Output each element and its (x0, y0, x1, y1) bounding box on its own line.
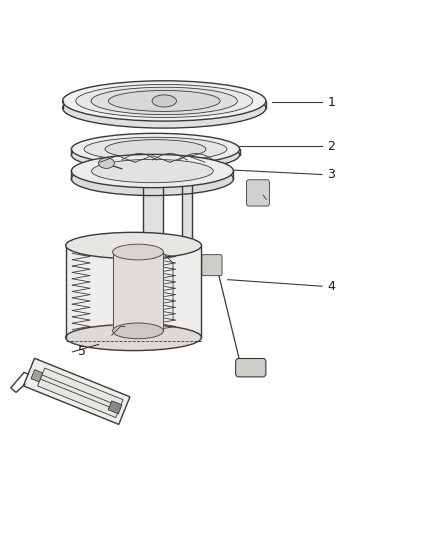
Ellipse shape (71, 139, 240, 171)
Ellipse shape (63, 81, 266, 121)
Ellipse shape (152, 95, 177, 107)
Polygon shape (31, 369, 43, 382)
Ellipse shape (108, 91, 220, 111)
FancyBboxPatch shape (202, 255, 222, 276)
Ellipse shape (71, 162, 233, 196)
Ellipse shape (99, 158, 114, 168)
Ellipse shape (92, 159, 213, 183)
Polygon shape (23, 358, 130, 424)
Text: 4: 4 (327, 280, 335, 293)
Ellipse shape (76, 84, 253, 117)
Ellipse shape (91, 87, 237, 115)
Text: 2: 2 (327, 140, 335, 152)
Ellipse shape (113, 323, 163, 339)
Text: 3: 3 (327, 168, 335, 181)
Ellipse shape (63, 88, 266, 128)
Ellipse shape (113, 244, 163, 260)
Ellipse shape (66, 232, 201, 259)
Ellipse shape (71, 155, 233, 188)
Text: 5: 5 (78, 345, 85, 358)
FancyBboxPatch shape (236, 359, 266, 377)
Polygon shape (108, 401, 122, 414)
Ellipse shape (71, 133, 240, 165)
Ellipse shape (84, 138, 227, 161)
Text: 1: 1 (327, 96, 335, 109)
FancyBboxPatch shape (247, 180, 269, 206)
Ellipse shape (105, 140, 206, 159)
Ellipse shape (66, 324, 201, 351)
Polygon shape (38, 368, 123, 417)
